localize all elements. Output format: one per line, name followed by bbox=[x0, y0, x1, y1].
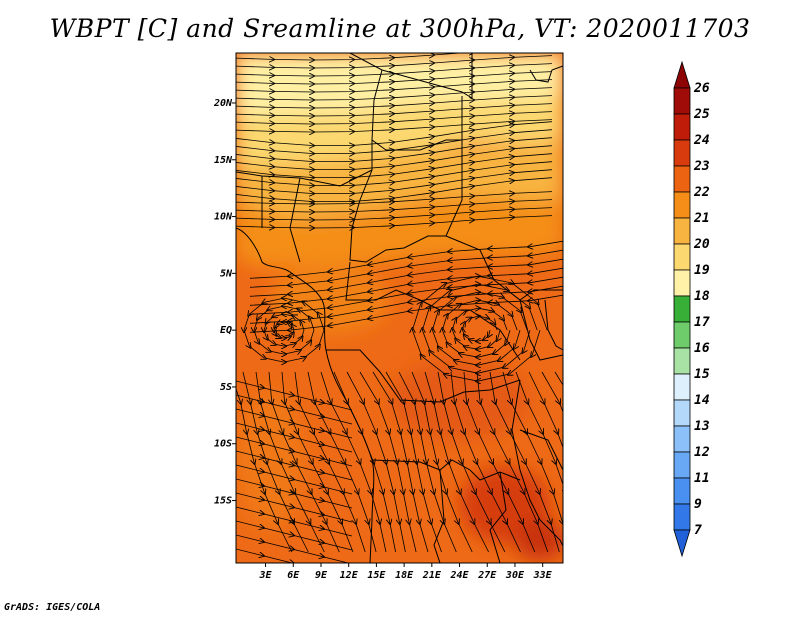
colorbar-swatch bbox=[673, 399, 691, 427]
streamline bbox=[236, 216, 553, 228]
streamline bbox=[528, 371, 563, 552]
colorbar-label: 12 bbox=[694, 445, 710, 460]
colorbar-label: 13 bbox=[694, 419, 710, 434]
y-tick-label: 15S bbox=[214, 496, 232, 507]
colorbar-label: 21 bbox=[693, 211, 710, 226]
y-tick-label: 10N bbox=[214, 212, 233, 223]
coast-east bbox=[544, 299, 563, 351]
x-tick-label: 12E bbox=[340, 570, 359, 581]
colorbar-swatch bbox=[673, 529, 691, 558]
x-tick-label: 9E bbox=[315, 570, 328, 581]
x-tick-label: 24E bbox=[450, 570, 470, 581]
streamline bbox=[236, 534, 350, 563]
colorbar-swatch bbox=[673, 269, 691, 297]
colorbar-swatch bbox=[673, 451, 691, 479]
x-tick-label: 30E bbox=[505, 570, 525, 581]
colorbar-label: 26 bbox=[693, 81, 710, 96]
colorbar-swatch bbox=[673, 503, 691, 531]
streamline bbox=[236, 464, 353, 495]
streamline bbox=[236, 408, 353, 439]
colorbar-label: 17 bbox=[694, 315, 710, 330]
colorbar-label: 23 bbox=[693, 159, 710, 174]
x-tick-label: 3E bbox=[259, 570, 273, 581]
wbpt-hot-spot bbox=[515, 520, 563, 560]
colorbar-label: 14 bbox=[694, 393, 710, 408]
streamline bbox=[236, 450, 353, 481]
streamline bbox=[236, 506, 353, 537]
y-tick-label: 5S bbox=[220, 382, 232, 393]
x-tick-label: 6E bbox=[287, 570, 300, 581]
colorbar-label: 25 bbox=[693, 107, 710, 122]
streamline bbox=[236, 394, 353, 425]
y-tick-label: 15N bbox=[214, 155, 233, 166]
streamline bbox=[541, 371, 563, 552]
streamline bbox=[236, 478, 353, 509]
coast-red-sea bbox=[529, 65, 563, 83]
streamline bbox=[236, 422, 353, 453]
streamline bbox=[236, 436, 353, 467]
streamline bbox=[412, 276, 548, 381]
y-tick-label: 5N bbox=[220, 268, 233, 279]
wbpt-central-patch bbox=[390, 360, 530, 440]
plot-frame bbox=[235, 52, 564, 564]
x-tick-label: 18E bbox=[395, 570, 414, 581]
streamline bbox=[236, 520, 353, 551]
y-tick-label: EQ bbox=[220, 325, 232, 336]
x-tick-label: 33E bbox=[533, 570, 553, 581]
colorbar-swatch bbox=[673, 191, 691, 219]
colorbar-swatch bbox=[673, 139, 691, 167]
colorbar-swatch bbox=[673, 217, 691, 245]
streamlines bbox=[236, 53, 563, 563]
colorbar-label: 18 bbox=[694, 289, 710, 304]
y-tick-label: 20N bbox=[213, 98, 233, 109]
colorbar-swatch bbox=[673, 373, 691, 401]
colorbar-swatch bbox=[673, 113, 691, 141]
colorbar-swatch bbox=[673, 165, 691, 193]
x-tick-label: 15E bbox=[367, 570, 386, 581]
colorbar-swatch bbox=[673, 295, 691, 323]
streamline bbox=[236, 380, 353, 411]
colorbar-label: 19 bbox=[694, 263, 710, 278]
colorbar-swatch bbox=[673, 347, 691, 375]
colorbar-swatch bbox=[673, 425, 691, 453]
footer-credit: GrADS: IGES/COLA bbox=[4, 602, 101, 613]
x-tick-label: 21E bbox=[422, 570, 442, 581]
wbpt-southwest-patch bbox=[236, 390, 304, 530]
colorbar-swatch bbox=[673, 243, 691, 271]
streamline bbox=[236, 492, 353, 523]
colorbar-swatch bbox=[673, 87, 691, 115]
colorbar: 7 9 11 12 13 14 15 16 17 18 19 20 21 22 23 24 25 26 bbox=[673, 60, 710, 558]
x-tick-label: 27E bbox=[477, 570, 497, 581]
axes: 3E 6E 9E 12E 15E 18E 21E 24E 27E 30E 33E 20N 15N 10N 5… bbox=[213, 98, 553, 581]
streamline bbox=[236, 548, 352, 563]
colorbar-label: 24 bbox=[693, 133, 710, 148]
colorbar-label: 22 bbox=[693, 185, 710, 200]
colorbar-label: 16 bbox=[694, 341, 710, 356]
colorbar-swatch bbox=[673, 477, 691, 505]
colorbar-swatch bbox=[673, 60, 691, 89]
colorbar-label: 9 bbox=[694, 497, 702, 512]
wbpt-field bbox=[236, 53, 563, 563]
colorbar-label: 7 bbox=[694, 523, 702, 538]
chart-title: WBPT [C] and Sreamline at 300hPa, VT: 20… bbox=[49, 14, 751, 43]
colorbar-label: 15 bbox=[694, 367, 710, 382]
colorbar-label: 11 bbox=[694, 471, 710, 486]
streamline bbox=[244, 298, 325, 362]
colorbar-swatch bbox=[673, 321, 691, 349]
colorbar-label: 20 bbox=[693, 237, 710, 252]
y-tick-label: 10S bbox=[214, 439, 232, 450]
